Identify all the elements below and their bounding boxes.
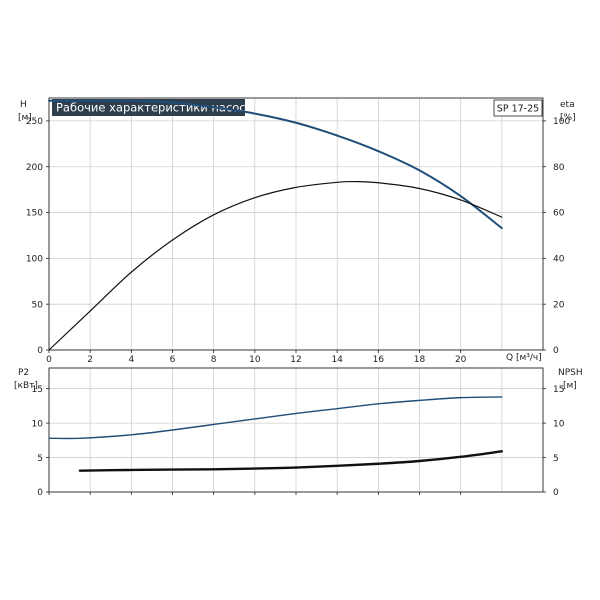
x-tick-label: 6 — [170, 355, 176, 365]
y-right-unit-eta: [%] — [560, 113, 576, 123]
y-right-tick-label: 40 — [553, 255, 565, 265]
x-tick-label: 16 — [373, 355, 385, 365]
y-left-unit-p2: [кВт] — [14, 381, 38, 391]
y-right-unit-npsh: [м] — [563, 381, 577, 391]
npsh-curve — [78, 450, 504, 472]
power-npsh-panel: P2 [кВт] NPSH [м] 0 5 10 15 0 5 10 15 — [14, 367, 583, 498]
y-right-tick-label: 0 — [553, 488, 559, 498]
y-left-unit-h: [м] — [18, 113, 32, 123]
x-tick-label: 0 — [46, 355, 52, 365]
head-efficiency-curves — [48, 99, 503, 351]
y-left-label-p2: P2 — [18, 368, 29, 378]
x-axis-label-q: Q [м³/ч] — [506, 353, 542, 363]
y-right-tick-label: 20 — [553, 300, 565, 310]
y-right-tick-label: 5 — [553, 454, 559, 464]
y-right-tick-label: 15 — [553, 385, 564, 395]
x-tick-label: 18 — [414, 355, 426, 365]
y-left-tick-label: 150 — [26, 209, 43, 219]
power-npsh-grid — [48, 368, 543, 493]
y-right-tick-label: 80 — [553, 163, 565, 173]
power-npsh-ticks: 0 5 10 15 0 5 10 15 — [32, 385, 565, 498]
model-label-box — [493, 99, 543, 117]
x-tick-label: 14 — [331, 355, 343, 365]
y-right-label-npsh: NPSH — [558, 368, 583, 378]
power-npsh-curves — [48, 396, 504, 472]
y-left-tick-label: 0 — [37, 346, 43, 356]
y-right-tick-label: 10 — [553, 419, 565, 429]
head-curve — [48, 99, 503, 230]
y-right-tick-label: 60 — [553, 209, 565, 219]
x-tick-label: 12 — [290, 355, 301, 365]
y-left-tick-label: 10 — [32, 419, 44, 429]
y-right-tick-label: 100 — [553, 117, 570, 127]
head-efficiency-grid — [48, 98, 543, 351]
efficiency-curve — [48, 180, 503, 351]
y-left-tick-label: 5 — [37, 454, 43, 464]
y-right-tick-label: 0 — [553, 346, 559, 356]
x-tick-label: 2 — [87, 355, 93, 365]
y-left-tick-label: 250 — [26, 117, 43, 127]
y-left-tick-label: 15 — [32, 385, 43, 395]
chart-title-box — [52, 99, 245, 116]
x-tick-label: 10 — [249, 355, 261, 365]
x-tick-label: 20 — [455, 355, 467, 365]
x-tick-label: 8 — [211, 355, 217, 365]
y-left-tick-label: 50 — [32, 300, 44, 310]
head-efficiency-panel: Рабочие характеристики насоса SP 17-25 H… — [18, 97, 576, 365]
y-left-label-h: H — [20, 100, 27, 110]
model-label: SP 17-25 — [497, 104, 539, 115]
power-curve — [48, 396, 503, 440]
head-efficiency-ticks: 0 2 4 6 8 10 12 14 16 18 2005010015020025002040608… — [26, 117, 571, 365]
x-tick-label: 4 — [128, 355, 134, 365]
y-right-label-eta: eta — [560, 100, 575, 110]
chart-title: Рабочие характеристики насоса — [56, 101, 253, 115]
y-left-tick-label: 100 — [26, 255, 43, 265]
y-left-tick-label: 0 — [37, 488, 43, 498]
y-left-tick-label: 200 — [26, 163, 43, 173]
